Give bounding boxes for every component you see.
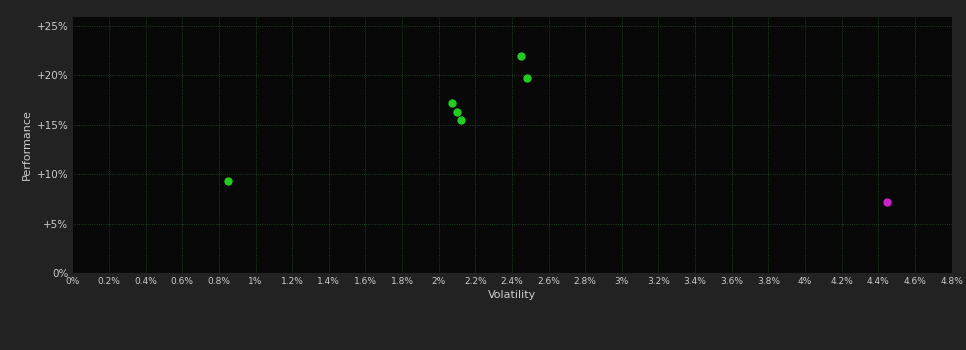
Point xyxy=(519,75,534,81)
Point xyxy=(880,199,895,204)
Point xyxy=(220,178,236,184)
Point xyxy=(443,100,459,106)
X-axis label: Volatility: Volatility xyxy=(488,290,536,300)
Point xyxy=(449,109,465,114)
Point xyxy=(513,54,528,59)
Point xyxy=(453,117,469,122)
Y-axis label: Performance: Performance xyxy=(22,109,33,180)
